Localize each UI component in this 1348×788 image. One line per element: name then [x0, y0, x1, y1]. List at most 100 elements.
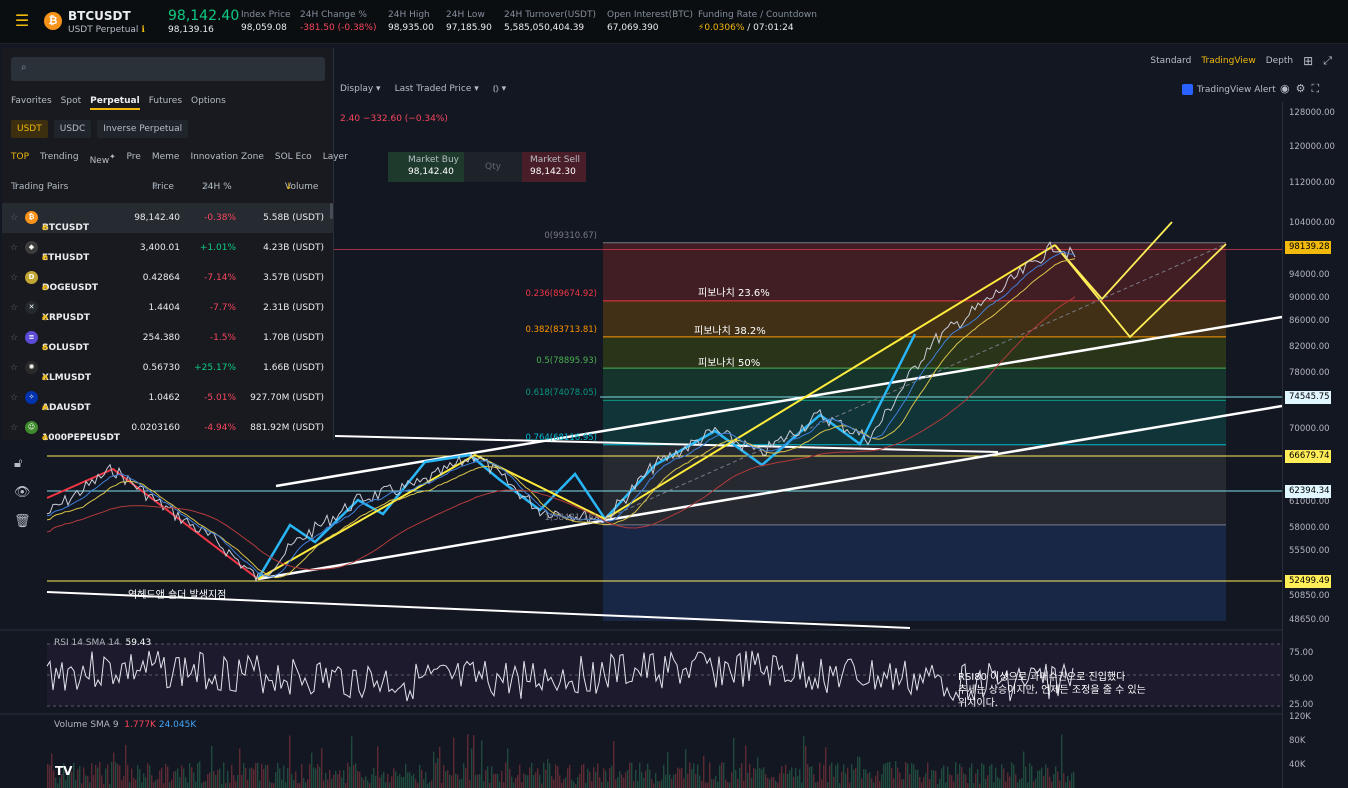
volume-bar — [371, 774, 373, 788]
tab-futures[interactable]: Futures — [148, 96, 183, 106]
pattern-yellow-wedge[interactable] — [257, 244, 1056, 580]
star-icon[interactable]: ☆ — [10, 393, 19, 403]
trash-icon[interactable]: 🗑︎ — [14, 514, 31, 529]
display-dropdown[interactable]: Display ▾ — [340, 84, 381, 94]
star-icon[interactable]: ☆ — [10, 213, 19, 223]
pattern-cyan-zigzag[interactable] — [256, 333, 917, 580]
price-axis[interactable]: 128000.00120000.00112000.00104000.009800… — [1282, 102, 1348, 788]
volume-bar — [693, 763, 695, 788]
market-buy-button[interactable]: Market Buy 98,142.40 — [388, 152, 464, 182]
tab-usdc[interactable]: USDC — [53, 120, 92, 138]
tab-perpetual[interactable]: Perpetual — [90, 96, 140, 110]
price-chart-svg[interactable] — [0, 44, 1282, 788]
tab-usdt[interactable]: USDT — [11, 120, 48, 138]
star-icon[interactable]: ☆ — [10, 363, 19, 373]
qty-input[interactable]: Qty — [464, 152, 522, 182]
volume-bar — [337, 774, 339, 788]
trendline-bottom[interactable] — [46, 591, 911, 629]
tab-meme[interactable]: Meme — [151, 152, 180, 162]
volume-bar — [247, 780, 249, 788]
volume-bar — [751, 777, 753, 788]
tab-innovation[interactable]: Innovation Zone — [190, 152, 264, 162]
volume-bar — [593, 767, 595, 788]
rsi-legend: RSI 14 SMA 14 59.43 — [54, 638, 151, 648]
pair-row[interactable]: ☆ ✧ ADAUSDT 🔥︎ 1.0462 -5.01% 927.70M (USDT) — [2, 383, 334, 413]
volume-bar — [869, 772, 871, 788]
volume-bar — [145, 777, 147, 788]
search-input[interactable]: ⌕ — [11, 57, 325, 81]
tab-layer[interactable]: Layer — [322, 152, 348, 162]
indicator-dropdown[interactable]: ⦅⦆ ▾ — [492, 84, 507, 94]
volume-bar — [667, 751, 669, 788]
volume-bar — [981, 763, 983, 788]
pair-symbol-text: XRPUSDT — [42, 313, 90, 323]
fib-level-label: 0.618(74078.05) — [525, 388, 597, 399]
star-icon[interactable]: ☆ — [10, 333, 19, 343]
settings-icon[interactable]: ⚙ — [1295, 82, 1306, 95]
tab-pre[interactable]: Pre — [126, 152, 141, 162]
sort-icon: ⇕ — [11, 182, 19, 192]
pair-row[interactable]: ☆ D DOGEUSDT 🔥︎ 0.42864 -7.14% 3.57B (USDT) — [2, 263, 334, 293]
pair-row[interactable]: ☆ ✕ XRPUSDT 🔥︎ 1.4404 -7.7% 2.31B (USDT) — [2, 293, 334, 323]
volume-bar — [389, 782, 391, 788]
volume-bar — [539, 774, 541, 788]
expand-icon[interactable]: ⤢ — [1323, 54, 1332, 67]
scrollbar[interactable] — [330, 203, 333, 219]
star-icon[interactable]: ☆ — [10, 243, 19, 253]
stat-funding-rate: Funding Rate / Countdown ⚡0.0306% / 07:01… — [698, 10, 817, 33]
tab-inverse[interactable]: Inverse Perpetual — [97, 120, 189, 138]
tab-new[interactable]: New✦ — [90, 152, 116, 166]
volume-bar — [285, 782, 287, 788]
tab-sol-eco[interactable]: SOL Eco — [274, 152, 312, 162]
tab-top[interactable]: TOP — [11, 152, 30, 162]
volume-bar — [651, 779, 653, 788]
star-icon[interactable]: ☆ — [10, 423, 19, 433]
pattern-red[interactable] — [46, 467, 259, 580]
info-icon[interactable]: ℹ — [141, 25, 145, 35]
volume-bar — [555, 764, 557, 788]
volume-bar — [201, 783, 203, 788]
pair-symbol-text: DOGEUSDT — [42, 283, 99, 293]
volume-bar — [161, 767, 163, 788]
volume-bar — [777, 782, 779, 788]
hot-icon: 🔥︎ — [42, 343, 48, 352]
fullscreen-icon[interactable]: ⛶ — [1311, 82, 1320, 95]
volume-bar — [631, 762, 633, 788]
projection-path-2[interactable] — [1054, 243, 1227, 339]
tab-options[interactable]: Options — [191, 96, 226, 106]
volume-bar — [259, 780, 261, 788]
lock-icon[interactable]: 🔓︎ — [14, 456, 23, 471]
tab-tradingview[interactable]: TradingView — [1201, 56, 1256, 66]
tab-standard[interactable]: Standard — [1150, 56, 1192, 66]
volume-bar — [615, 779, 617, 788]
star-icon[interactable]: ☆ — [10, 273, 19, 283]
layout-grid-icon[interactable]: ⊞ — [1303, 54, 1314, 68]
volume-bar — [961, 766, 963, 788]
eye-icon[interactable]: 👁︎ — [14, 485, 31, 500]
volume-bar — [729, 782, 731, 788]
tab-trending[interactable]: Trending — [40, 152, 79, 162]
menu-icon[interactable]: ☰ — [14, 11, 30, 30]
trendline-neckline[interactable] — [334, 435, 999, 453]
pair-row[interactable]: ☆ ✺ XLMUSDT 🔥︎ 0.56730 +25.17% 1.66B (USDT) — [2, 353, 334, 383]
tab-favorites[interactable]: Favorites — [11, 96, 52, 106]
pair-row[interactable]: ☆ ₿ BTCUSDT 🔥︎ 98,142.40 -0.38% 5.58B (USDT) — [2, 203, 334, 233]
price-type-dropdown[interactable]: Last Traded Price ▾ — [394, 84, 479, 94]
volume-bar — [1019, 779, 1021, 788]
tab-spot[interactable]: Spot — [60, 96, 82, 106]
volume-bar — [579, 773, 581, 788]
pair-row[interactable]: ☆ ☺ 1000PEPEUSDT 🔥︎ 0.0203160 -4.94% 881.92M … — [2, 413, 334, 443]
trendline-lower[interactable] — [257, 404, 1282, 581]
tab-depth[interactable]: Depth — [1265, 56, 1294, 66]
btc-coin-icon: ₿ — [44, 12, 62, 30]
pair-row[interactable]: ☆ ≡ SOLUSDT 🔥︎ 254.380 -1.5% 1.70B (USDT) — [2, 323, 334, 353]
volume-bar — [309, 763, 311, 788]
pair-row[interactable]: ☆ ◆ ETHUSDT 🔥︎ 3,400.01 +1.01% 4.23B (USDT) — [2, 233, 334, 263]
tradingview-alert-button[interactable]: TradingView Alert — [1182, 84, 1276, 95]
market-sell-button[interactable]: Market Sell 98,142.30 — [522, 152, 586, 182]
camera-icon[interactable]: ◉ — [1280, 82, 1290, 95]
volume-bar — [601, 781, 603, 788]
symbol-title[interactable]: BTCUSDT — [68, 9, 131, 23]
volume-bar — [927, 762, 929, 788]
star-icon[interactable]: ☆ — [10, 303, 19, 313]
